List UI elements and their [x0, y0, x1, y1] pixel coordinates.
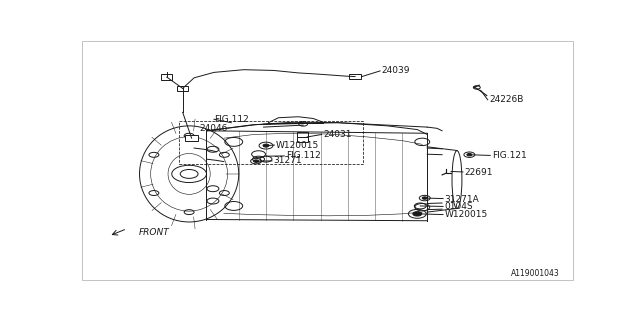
Text: 24031: 24031	[323, 130, 351, 139]
Text: 24039: 24039	[381, 67, 410, 76]
Bar	[297, 138, 308, 142]
Text: 24046: 24046	[199, 124, 227, 133]
Bar	[297, 132, 308, 137]
Text: 0104S: 0104S	[445, 203, 473, 212]
Circle shape	[467, 154, 472, 156]
Bar	[186, 135, 198, 141]
Text: W120015: W120015	[276, 140, 319, 149]
Text: A119001043: A119001043	[511, 269, 560, 278]
Text: FRONT: FRONT	[138, 228, 169, 237]
Bar	[161, 74, 172, 80]
Circle shape	[263, 144, 269, 147]
Circle shape	[413, 212, 422, 216]
Text: FIG.112: FIG.112	[286, 151, 321, 160]
Bar	[177, 86, 188, 91]
Circle shape	[253, 160, 259, 162]
Text: 31271: 31271	[273, 156, 302, 165]
Circle shape	[422, 197, 428, 199]
Text: W120015: W120015	[445, 210, 488, 219]
Text: 24226B: 24226B	[489, 95, 524, 105]
Text: FIG.121: FIG.121	[492, 151, 527, 160]
Bar	[349, 74, 362, 79]
Text: 31271A: 31271A	[445, 195, 479, 204]
Bar	[179, 121, 363, 164]
Text: 22691: 22691	[465, 168, 493, 177]
Text: FIG.112: FIG.112	[214, 115, 249, 124]
